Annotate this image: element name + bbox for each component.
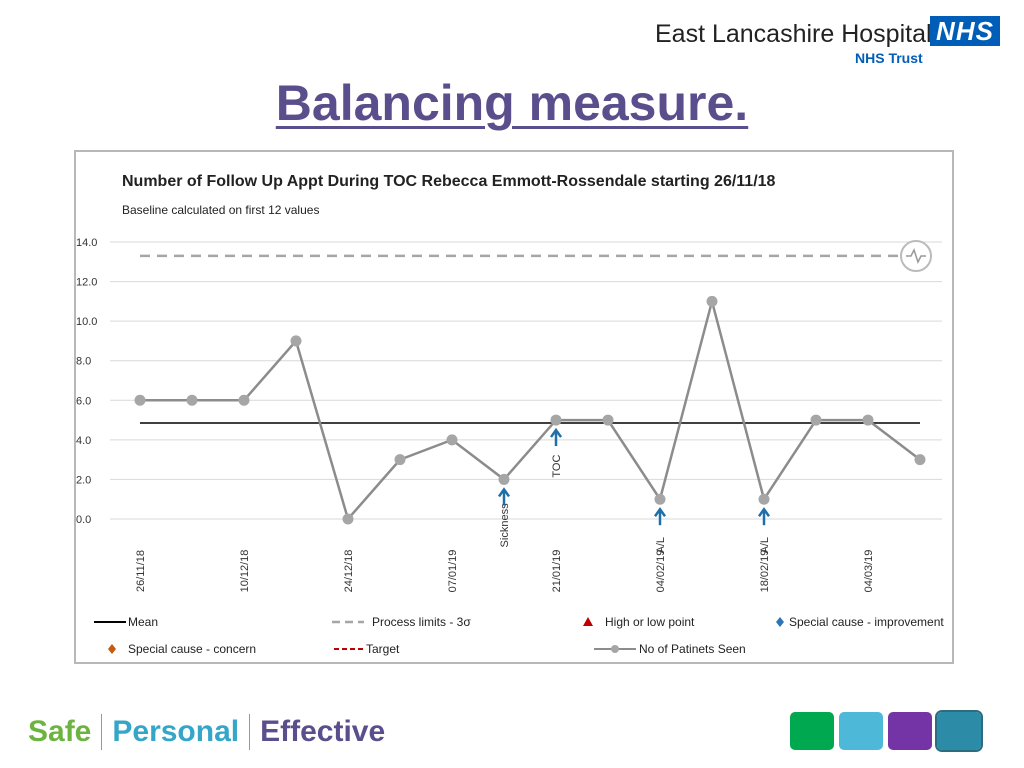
trust-label: NHS Trust — [855, 50, 923, 66]
y-tick-label: 12.0 — [76, 277, 97, 289]
org-logo-text: East Lancashire Hospitals — [655, 20, 945, 48]
data-point — [394, 454, 406, 466]
page-title: Balancing measure. — [275, 75, 749, 131]
legend-label: Target — [366, 642, 400, 656]
annotation-label: A/L — [759, 537, 771, 554]
chart-subtitle: Baseline calculated on first 12 values — [122, 203, 319, 217]
data-point — [498, 473, 510, 485]
series-line — [140, 296, 921, 522]
data-point — [186, 394, 198, 406]
color-tile — [839, 712, 883, 750]
data-point — [706, 295, 718, 307]
color-tiles — [790, 710, 983, 752]
data-point — [290, 335, 302, 347]
x-tick-label: 07/01/19 — [447, 550, 459, 593]
data-point — [134, 394, 146, 406]
spc-chart: Number of Follow Up Appt During TOC Rebe… — [76, 173, 944, 656]
annotation-label: A/L — [655, 537, 667, 554]
legend-label: Mean — [128, 615, 158, 629]
legend-symbol — [776, 617, 784, 627]
nhs-logo: NHS — [930, 16, 1000, 46]
data-point — [862, 414, 874, 426]
footer-divider — [249, 714, 251, 750]
x-tick-label: 24/12/18 — [343, 550, 355, 593]
y-tick-label: 0.0 — [76, 514, 91, 526]
y-tick-label: 6.0 — [76, 395, 91, 407]
y-tick-label: 4.0 — [76, 435, 91, 447]
legend-symbol — [611, 645, 619, 653]
annotation-label: Sickness — [499, 503, 511, 548]
footer-divider — [101, 714, 103, 750]
y-tick-label: 10.0 — [76, 316, 97, 328]
data-point — [238, 394, 250, 406]
data-point — [914, 454, 926, 466]
footer-safe: Safe — [28, 715, 92, 748]
data-point — [810, 414, 822, 426]
legend-label: Special cause - improvement — [789, 615, 944, 629]
data-point — [342, 513, 354, 525]
legend-label: No of Patinets Seen — [639, 642, 746, 656]
annotation-arrow-head — [497, 487, 511, 498]
color-tile — [790, 712, 834, 750]
annotation-arrow-head — [653, 507, 667, 517]
x-tick-label: 18/02/19 — [759, 550, 771, 593]
x-tick-label: 26/11/18 — [135, 550, 147, 592]
annotation-label: TOC — [551, 455, 563, 478]
footer-personal: Personal — [112, 715, 240, 748]
spc-icon-glyph — [906, 248, 926, 264]
legend-label: Process limits - 3σ — [372, 615, 471, 629]
legend-symbol — [583, 617, 593, 626]
annotation-arrow-head — [757, 507, 771, 517]
x-tick-label: 04/03/19 — [863, 550, 875, 593]
y-tick-label: 2.0 — [76, 474, 91, 486]
y-tick-label: 14.0 — [76, 237, 97, 249]
color-tile — [888, 712, 932, 750]
chart-frame: Number of Follow Up Appt During TOC Rebe… — [74, 150, 954, 664]
legend-label: Special cause - concern — [128, 642, 256, 656]
data-point — [758, 493, 770, 505]
color-tile — [935, 710, 983, 752]
data-point — [602, 414, 614, 426]
x-tick-label: 21/01/19 — [551, 550, 563, 593]
x-tick-label: 10/12/18 — [239, 550, 251, 593]
footer-values: Safe Personal Effective — [28, 714, 385, 750]
data-point — [550, 414, 562, 426]
legend-symbol — [108, 644, 116, 654]
data-point — [446, 434, 458, 446]
footer-effective: Effective — [260, 715, 386, 748]
x-tick-label: 04/02/19 — [655, 550, 667, 593]
data-point — [654, 493, 666, 505]
y-tick-label: 8.0 — [76, 356, 91, 368]
annotation-arrow-head — [549, 427, 563, 438]
chart-title: Number of Follow Up Appt During TOC Rebe… — [122, 173, 776, 190]
legend-label: High or low point — [605, 615, 695, 629]
